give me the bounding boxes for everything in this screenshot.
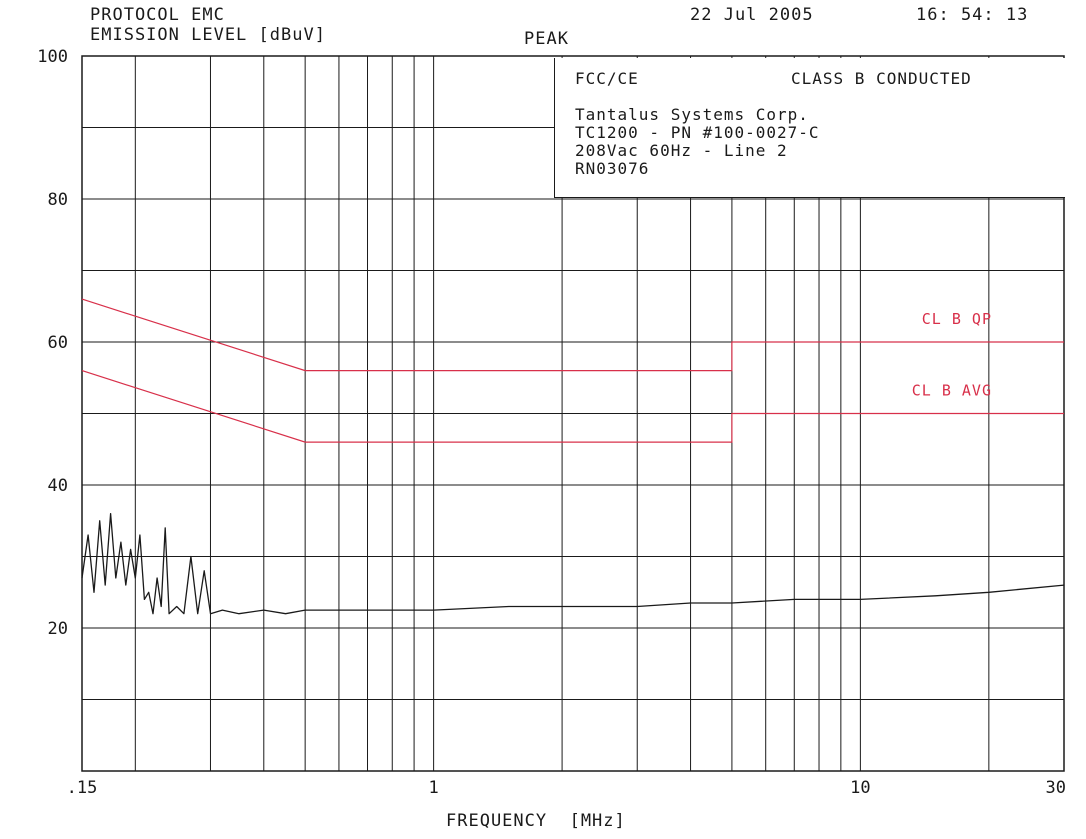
y-tick-label: 40 [48, 476, 68, 496]
y-tick-label: 60 [48, 333, 68, 353]
tick-labels: 20 40 60 80 100 .15 1 10 30 [37, 47, 1066, 798]
x-tick-label: .15 [67, 778, 98, 798]
limit-line [81, 298, 1064, 372]
x-tick-label: 30 [1046, 778, 1066, 798]
protocol-label: PROTOCOL EMC [90, 5, 225, 25]
info-standard: FCC/CE [575, 69, 639, 88]
emission-trace [81, 512, 1065, 615]
peak-trace [81, 512, 1065, 615]
info-line-company: Tantalus Systems Corp. [575, 105, 809, 124]
info-line-supply: 208Vac 60Hz - Line 2 [575, 141, 788, 160]
info-line-report: RN03076 [575, 159, 650, 178]
info-box: FCC/CE CLASS B CONDUCTED Tantalus System… [554, 58, 1065, 198]
y-tick-label: 20 [48, 619, 68, 639]
limit-line [81, 370, 1064, 443]
detector-label: PEAK [524, 29, 569, 49]
emission-level-label: EMISSION LEVEL [dBuV] [90, 25, 326, 45]
time-label: 16: 54: 13 [916, 5, 1029, 25]
limit-line-label: CL B QP [922, 310, 992, 328]
y-tick-label: 80 [48, 190, 68, 210]
limit-line-label: CL B AVG [912, 382, 992, 400]
y-tick-label: 100 [37, 47, 68, 67]
limit-lines: CL B QP CL B AVG [81, 298, 1064, 443]
x-tick-label: 1 [428, 778, 438, 798]
info-line-model: TC1200 - PN #100-0027-C [575, 123, 820, 142]
x-axis-label: FREQUENCY [MHz] [446, 811, 626, 831]
info-class: CLASS B CONDUCTED [791, 69, 972, 88]
x-tick-label: 10 [850, 778, 870, 798]
date-label: 22 Jul 2005 [690, 5, 814, 25]
